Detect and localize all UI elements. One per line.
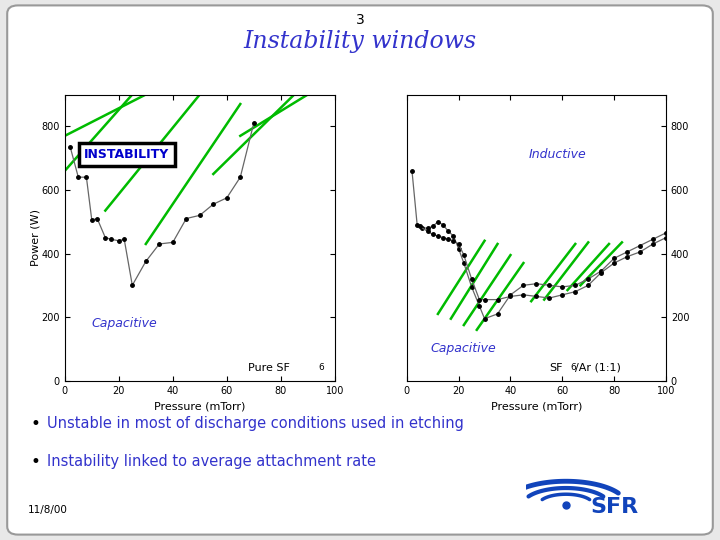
Text: Instability linked to average attachment rate: Instability linked to average attachment…: [47, 454, 376, 469]
X-axis label: Pressure (mTorr): Pressure (mTorr): [491, 401, 582, 411]
X-axis label: Pressure (mTorr): Pressure (mTorr): [154, 401, 246, 411]
Text: 11/8/00: 11/8/00: [27, 505, 67, 515]
Text: Unstable in most of discharge conditions used in etching: Unstable in most of discharge conditions…: [47, 416, 464, 431]
Text: 3: 3: [356, 14, 364, 28]
FancyBboxPatch shape: [7, 5, 713, 535]
Text: Capacitive: Capacitive: [91, 317, 157, 330]
Text: Pure SF: Pure SF: [248, 363, 290, 373]
Text: INSTABILITY: INSTABILITY: [84, 148, 169, 161]
Text: •: •: [30, 415, 40, 433]
Text: 6: 6: [570, 363, 576, 372]
Text: •: •: [30, 453, 40, 471]
Text: Instability windows: Instability windows: [243, 30, 477, 53]
Text: Inductive: Inductive: [528, 148, 586, 161]
Text: Capacitive: Capacitive: [431, 342, 497, 355]
Text: /Ar (1:1): /Ar (1:1): [575, 363, 621, 373]
Y-axis label: Power (W): Power (W): [30, 209, 40, 266]
Text: SFR: SFR: [591, 497, 639, 517]
Text: 6: 6: [318, 363, 324, 372]
Text: SF: SF: [549, 363, 563, 373]
